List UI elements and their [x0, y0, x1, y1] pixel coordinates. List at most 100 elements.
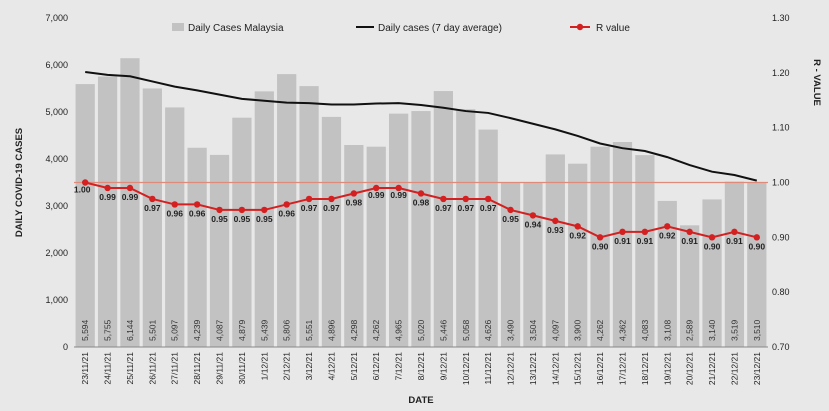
r-value-label: 0.97: [301, 203, 318, 213]
y-tick-label: 6,000: [45, 60, 68, 70]
bar-23-12-21: [747, 182, 767, 347]
r-value-point-24-11-21: [104, 184, 111, 192]
x-tick-label: 25/11/21: [125, 352, 135, 385]
y2-tick-label: 0.70: [772, 342, 790, 352]
r-value-label: 0.96: [278, 208, 295, 218]
x-tick-label: 11/12/21: [483, 352, 493, 385]
y2-tick-label: 1.20: [772, 68, 790, 78]
r-value-label: 0.91: [614, 236, 631, 246]
bar-value-label: 3,510: [752, 319, 762, 341]
legend-label-average: Daily cases (7 day average): [378, 23, 502, 34]
r-value-label: 1.00: [74, 185, 91, 195]
r-value-point-13-12-21: [529, 212, 537, 219]
bar-25-11-21: [120, 58, 140, 348]
x-tick-label: 8/12/21: [416, 352, 426, 381]
r-value-point-21-12-21: [708, 234, 716, 241]
bar-value-label: 3,504: [528, 319, 538, 341]
x-tick-label: 24/11/21: [103, 352, 113, 385]
r-value-point-29-11-21: [216, 206, 223, 214]
r-value-point-16-12-21: [596, 234, 604, 241]
r-value-label: 0.97: [323, 203, 340, 213]
r-value-label: 0.97: [458, 203, 475, 213]
bar-20-12-21: [680, 225, 700, 347]
bar-3-12-21: [299, 86, 319, 347]
bar-value-label: 3,108: [662, 319, 672, 341]
bar-9-12-21: [433, 91, 454, 348]
r-value-label: 0.92: [569, 230, 586, 240]
x-tick-label: 6/12/21: [371, 352, 381, 381]
x-tick-label: 14/12/21: [550, 352, 560, 385]
bar-value-label: 5,439: [259, 319, 269, 341]
x-tick-label: 19/12/21: [662, 352, 672, 385]
bar-10-12-21: [456, 109, 476, 347]
r-value-point-23-12-21: [753, 234, 761, 241]
y-tick-label: 7,000: [45, 13, 68, 23]
plot-area: [74, 58, 768, 348]
x-tick-label: 26/11/21: [147, 352, 157, 385]
x-tick-label: 15/12/21: [573, 352, 583, 385]
legend-label-r-value: R value: [596, 23, 630, 34]
r-value-point-17-12-21: [619, 228, 626, 236]
bar-value-label: 4,626: [483, 319, 493, 341]
r-value-label: 0.99: [390, 190, 407, 200]
x-tick-label: 16/12/21: [595, 352, 605, 385]
y-tick-label: 1,000: [45, 295, 68, 305]
bar-value-label: 3,519: [729, 319, 739, 341]
bar-12-12-21: [500, 182, 521, 347]
x-tick-label: 5/12/21: [349, 352, 359, 381]
bar-6-12-21: [366, 146, 386, 347]
r-value-point-18-12-21: [641, 228, 649, 236]
bar-24-11-21: [97, 76, 118, 347]
r-value-label: 0.99: [99, 192, 116, 202]
r-value-point-12-12-21: [507, 206, 514, 214]
r-value-label: 0.91: [726, 236, 743, 246]
bar-1-12-21: [254, 91, 274, 347]
legend-swatch-daily-cases: [172, 23, 184, 31]
bar-16-12-21: [590, 146, 610, 347]
bar-17-12-21: [612, 141, 633, 347]
x-tick-label: 4/12/21: [326, 352, 336, 381]
bar-value-label: 4,896: [326, 319, 336, 341]
bar-value-label: 6,144: [125, 319, 135, 341]
r-value-point-19-12-21: [664, 223, 671, 230]
bar-value-label: 5,806: [282, 319, 292, 341]
x-tick-label: 29/11/21: [215, 352, 225, 385]
x-tick-label: 2/12/21: [282, 352, 292, 381]
y-tick-label: 2,000: [45, 248, 68, 258]
bar-value-label: 3,140: [707, 319, 717, 341]
r-value-label: 0.95: [234, 214, 251, 224]
r-value-label: 0.95: [211, 214, 228, 224]
x-tick-label: 23/12/21: [752, 352, 762, 385]
r-value-point-9-12-21: [440, 195, 447, 203]
r-value-point-23-11-21: [81, 179, 89, 186]
r-value-label: 0.95: [256, 214, 273, 224]
x-tick-label: 21/12/21: [707, 352, 717, 385]
r-value-point-3-12-21: [305, 195, 313, 203]
r-value-point-2-12-21: [283, 201, 290, 208]
x-tick-label: 7/12/21: [394, 352, 404, 381]
r-value-point-6-12-21: [373, 184, 380, 192]
r-value-point-27-11-21: [171, 201, 178, 208]
bar-11-12-21: [478, 129, 498, 347]
bar-value-label: 4,262: [595, 319, 605, 341]
bar-value-label: 4,298: [349, 319, 359, 341]
bar-22-12-21: [724, 181, 745, 347]
bar-value-label: 4,097: [550, 319, 560, 341]
r-value-label: 0.98: [346, 197, 363, 207]
r-value-label: 0.93: [547, 225, 564, 235]
bar-27-11-21: [165, 107, 185, 347]
bar-14-12-21: [545, 154, 565, 347]
r-value-label: 0.94: [525, 219, 542, 229]
y2-tick-label: 1.30: [772, 13, 790, 23]
r-value-point-7-12-21: [395, 184, 402, 192]
r-value-point-8-12-21: [417, 190, 425, 197]
r-value-point-1-12-21: [261, 206, 268, 214]
r-value-point-5-12-21: [350, 190, 358, 197]
y2-tick-label: 0.80: [772, 287, 790, 297]
bar-4-12-21: [321, 116, 342, 347]
average-line: [85, 71, 758, 182]
bar-value-label: 5,551: [304, 319, 314, 341]
x-tick-label: 10/12/21: [461, 352, 471, 385]
bar-29-11-21: [209, 154, 230, 347]
